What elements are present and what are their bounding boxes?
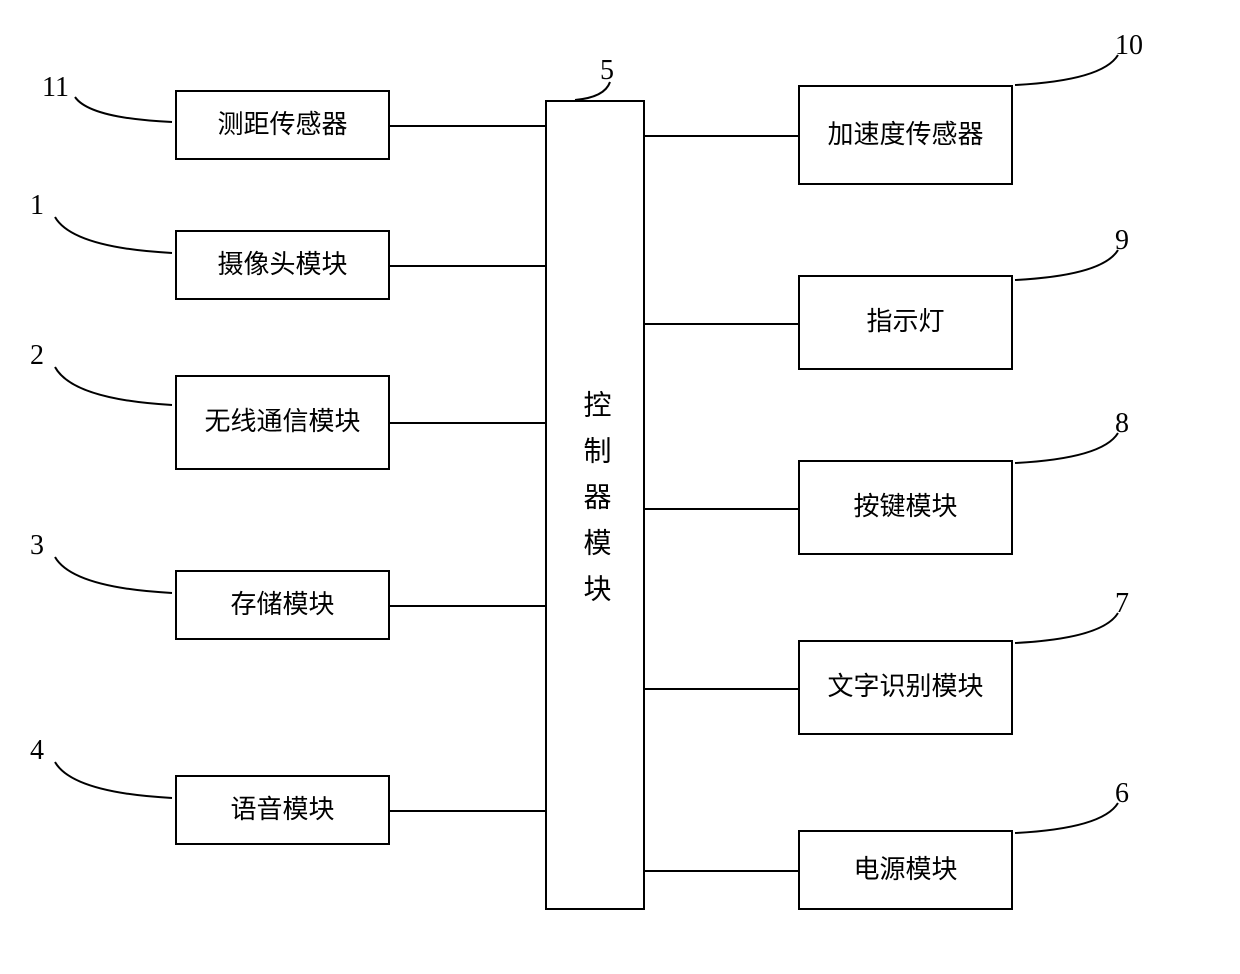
ref-label-button-module: 8 [1115,408,1129,440]
ref-label-wireless-module: 2 [30,340,44,372]
edge-button-module [645,508,798,510]
ref-label-ocr-module: 7 [1115,588,1129,620]
node-controller: 控制器模块 [545,100,645,910]
diagram-canvas: 控制器模块 5 测距传感器 11 摄像头模块 1 无线通信模块 2 存储模块 3 语音模块 4 加速度传… [0,0,1240,974]
node-button-module: 按键模块 [798,460,1013,555]
ref-label-accel-sensor: 10 [1115,30,1143,62]
node-voice-module: 语音模块 [175,775,390,845]
ref-label-storage-module: 3 [30,530,44,562]
edge-ocr-module [645,688,798,690]
node-storage-module: 存储模块 [175,570,390,640]
node-indicator-led: 指示灯 [798,275,1013,370]
edge-accel-sensor [645,135,798,137]
node-power-module: 电源模块 [798,830,1013,910]
ref-label-ranging-sensor: 11 [42,72,69,104]
node-accel-sensor: 加速度传感器 [798,85,1013,185]
node-wireless-module: 无线通信模块 [175,375,390,470]
node-ranging-sensor: 测距传感器 [175,90,390,160]
ref-label-camera-module: 1 [30,190,44,222]
ref-label-indicator-led: 9 [1115,225,1129,257]
ref-label-controller: 5 [600,55,614,87]
edge-voice-module [390,810,545,812]
edge-wireless-module [390,422,545,424]
edge-camera-module [390,265,545,267]
edge-storage-module [390,605,545,607]
ref-label-power-module: 6 [1115,778,1129,810]
ref-label-voice-module: 4 [30,735,44,767]
node-camera-module: 摄像头模块 [175,230,390,300]
node-ocr-module: 文字识别模块 [798,640,1013,735]
edge-ranging-sensor [390,125,545,127]
edge-power-module [645,870,798,872]
edge-indicator-led [645,323,798,325]
